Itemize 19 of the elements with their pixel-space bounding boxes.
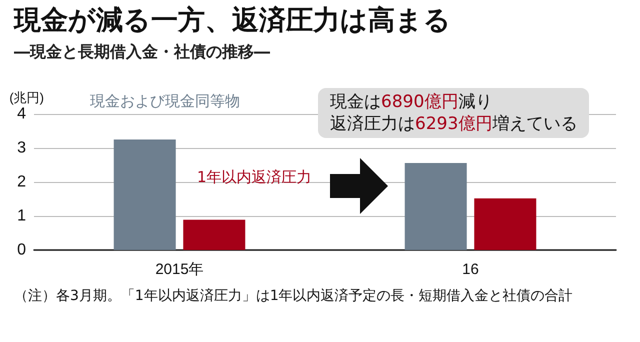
y-tick-label: 1 (17, 208, 26, 224)
y-tick-label: 2 (17, 174, 26, 190)
x-tick-label: 2015年 (155, 261, 204, 278)
annotation: 返済圧力は6293億円増えている (330, 113, 578, 135)
x-tick-label: 16 (462, 261, 479, 278)
text: 1年以内返済圧力 (196, 168, 312, 186)
bar (183, 220, 246, 250)
chart-subtitle: ―現金と長期借入金・社債の推移― (14, 42, 270, 63)
text: 現金および現金同等物 (90, 92, 240, 110)
y-axis-title: (兆円) (9, 90, 44, 105)
bar (114, 140, 176, 250)
text: 現金は6890億円減り (330, 91, 494, 113)
text: （注）各3月期。「1年以内返済圧力」は1年以内返済予定の長・短期借入金と社債の合計 (14, 287, 574, 306)
bar (404, 162, 467, 250)
y-tick-label: 3 (17, 140, 26, 156)
y-tick-label: 0 (17, 242, 26, 258)
chart-title: 現金が減る一方、返済圧力は高まる (14, 4, 451, 38)
y-tick-label: 4 (17, 106, 26, 122)
bar (474, 198, 536, 250)
